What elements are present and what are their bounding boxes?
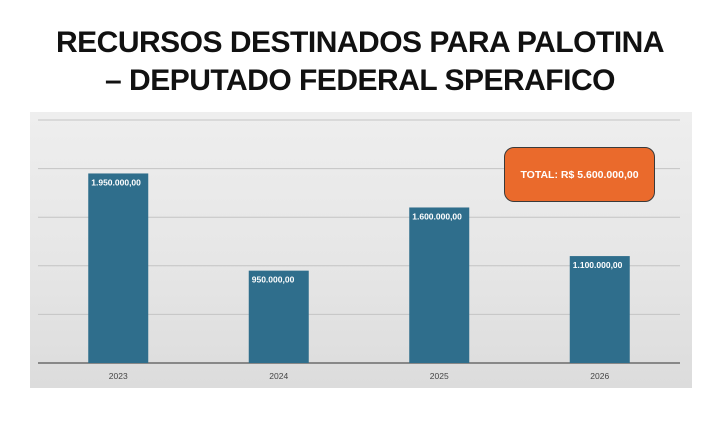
x-tick-label-2026: 2026 [590,371,609,381]
bar-2023 [88,173,149,363]
x-tick-label-2024: 2024 [269,371,288,381]
bar-2026 [569,256,630,363]
x-tick-label-2023: 2023 [109,371,128,381]
total-badge: TOTAL: R$ 5.600.000,00 [504,147,655,202]
bar-2025 [409,207,470,363]
x-tick-label-2025: 2025 [430,371,449,381]
data-label-2024: 950.000,00 [252,275,295,285]
chart-title: RECURSOS DESTINADOS PARA PALOTINA – DEPU… [0,24,720,100]
chart-title-line-2: – DEPUTADO FEDERAL SPERAFICO [105,64,615,97]
data-label-2025: 1.600.000,00 [412,211,462,221]
bar-2024 [248,270,309,363]
chart-title-line-1: RECURSOS DESTINADOS PARA PALOTINA [56,26,664,59]
data-label-2023: 1.950.000,00 [91,177,141,187]
data-label-2026: 1.100.000,00 [573,260,623,270]
